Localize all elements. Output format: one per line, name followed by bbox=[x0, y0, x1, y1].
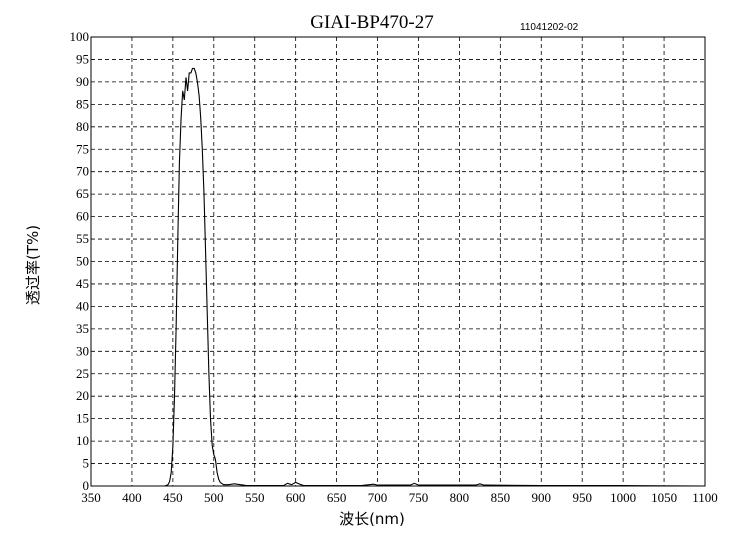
y-tick-label: 80 bbox=[76, 119, 89, 134]
y-tick-label: 25 bbox=[76, 366, 89, 381]
sample-code: 11041202-02 bbox=[520, 22, 579, 33]
x-tick-label: 600 bbox=[286, 490, 306, 505]
x-tick-label: 550 bbox=[245, 490, 265, 505]
chart-title: GIAI-BP470-27 bbox=[310, 12, 434, 33]
y-axis-label: 透过率(T%) bbox=[24, 225, 42, 305]
y-tick-label: 85 bbox=[76, 96, 89, 111]
x-axis-label: 波长(nm) bbox=[339, 510, 405, 528]
y-tick-label: 90 bbox=[76, 74, 89, 89]
grid-lines bbox=[91, 37, 705, 486]
x-tick-label: 750 bbox=[409, 490, 429, 505]
x-tick-label: 400 bbox=[122, 490, 142, 505]
y-tick-label: 0 bbox=[83, 478, 90, 493]
y-tick-label: 30 bbox=[76, 343, 89, 358]
x-tick-label: 900 bbox=[532, 490, 552, 505]
y-tick-labels: 0 5 10 15 20 25 30 35 40 45 50 55 60 65 70 75 80 85 90 95 10… bbox=[70, 29, 90, 493]
x-tick-label: 950 bbox=[572, 490, 592, 505]
x-tick-label: 1100 bbox=[692, 490, 718, 505]
y-tick-label: 5 bbox=[83, 456, 90, 471]
x-tick-label: 350 bbox=[81, 490, 101, 505]
y-tick-label: 100 bbox=[70, 29, 90, 44]
y-tick-label: 70 bbox=[76, 164, 89, 179]
y-tick-label: 15 bbox=[76, 411, 89, 426]
x-tick-label: 850 bbox=[491, 490, 511, 505]
y-tick-label: 55 bbox=[76, 231, 89, 246]
x-tick-label: 1000 bbox=[610, 490, 636, 505]
y-tick-label: 65 bbox=[76, 186, 89, 201]
y-tick-label: 45 bbox=[76, 276, 89, 291]
y-tick-label: 75 bbox=[76, 141, 89, 156]
x-tick-label: 700 bbox=[368, 490, 388, 505]
x-tick-label: 500 bbox=[204, 490, 224, 505]
plot-frame bbox=[90, 36, 706, 487]
y-tick-label: 50 bbox=[76, 254, 89, 269]
x-tick-label: 450 bbox=[163, 490, 183, 505]
y-tick-label: 20 bbox=[76, 388, 89, 403]
y-tick-label: 35 bbox=[76, 321, 89, 336]
y-tick-label: 10 bbox=[76, 433, 89, 448]
transmission-curve bbox=[91, 67, 706, 487]
x-tick-label: 800 bbox=[450, 490, 470, 505]
x-tick-label: 650 bbox=[327, 490, 347, 505]
x-tick-labels: 350 400 450 500 550 600 650 700 750 800 850 900 950 1… bbox=[81, 490, 718, 505]
y-tick-label: 95 bbox=[76, 51, 89, 66]
y-tick-label: 40 bbox=[76, 298, 89, 313]
x-tick-label: 1050 bbox=[651, 490, 677, 505]
y-tick-label: 60 bbox=[76, 209, 89, 224]
